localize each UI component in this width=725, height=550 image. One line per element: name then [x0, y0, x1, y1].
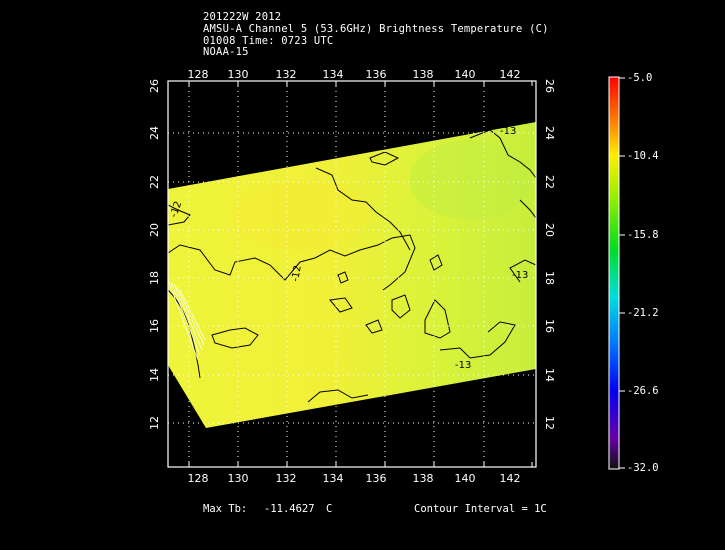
contour-label: -13	[500, 126, 516, 137]
lon-tick-bottom: 128	[188, 472, 209, 485]
lon-tick-bottom: 130	[228, 472, 249, 485]
lat-tick-left: 24	[148, 126, 161, 140]
lon-tick-bottom: 134	[323, 472, 344, 485]
lat-tick-left: 12	[148, 416, 161, 430]
lon-tick-top: 128	[188, 68, 209, 81]
lat-tick-right: 22	[543, 175, 556, 189]
lat-tick-right: 24	[543, 126, 556, 140]
lon-tick-top: 130	[228, 68, 249, 81]
lon-tick-top: 140	[455, 68, 476, 81]
lat-tick-left: 20	[148, 223, 161, 237]
lat-tick-right: 16	[543, 319, 556, 333]
map-frame	[167, 80, 537, 468]
lat-tick-right: 26	[543, 79, 556, 93]
lat-tick-right: 18	[543, 271, 556, 285]
title-line-4: NOAA-15	[203, 46, 249, 58]
lon-tick-top: 136	[366, 68, 387, 81]
lat-tick-left: 16	[148, 319, 161, 333]
lat-tick-left: 14	[148, 368, 161, 382]
lon-tick-top: 142	[500, 68, 521, 81]
lat-tick-right: 14	[543, 368, 556, 382]
colorbar-label: -32.0	[627, 462, 659, 474]
lat-tick-left: 26	[148, 79, 161, 93]
lon-tick-top: 134	[323, 68, 344, 81]
contour-label: -12	[290, 265, 304, 283]
lon-tick-bottom: 136	[366, 472, 387, 485]
lon-tick-bottom: 140	[455, 472, 476, 485]
lat-tick-right: 20	[543, 223, 556, 237]
max-tb-unit: C	[326, 503, 333, 515]
contour-label: -13	[455, 360, 471, 371]
lat-tick-left: 22	[148, 175, 161, 189]
lon-tick-bottom: 138	[413, 472, 434, 485]
contour-label: -13	[512, 270, 528, 281]
colorbar-label: -5.0	[627, 72, 653, 84]
colorbar-label: -26.6	[627, 385, 659, 397]
colorbar-label: -10.4	[627, 150, 659, 162]
colorbar	[608, 76, 620, 470]
contour-label: -12	[168, 200, 184, 219]
lon-tick-top: 132	[276, 68, 297, 81]
max-tb-label: Max Tb:	[203, 503, 248, 515]
title-line-3: 01008 Time: 0723 UTC	[203, 35, 334, 47]
max-tb-value: -11.4627	[264, 503, 315, 515]
title-line-2: AMSU-A Channel 5 (53.6GHz) Brightness Te…	[203, 23, 549, 35]
lon-tick-top: 138	[413, 68, 434, 81]
lat-tick-left: 18	[148, 271, 161, 285]
lat-tick-right: 12	[543, 416, 556, 430]
colorbar-label: -21.2	[627, 307, 659, 319]
contour-interval: Contour Interval = 1C	[414, 503, 547, 515]
title-line-1: 201222W 2012	[203, 11, 282, 23]
contour-lines	[168, 129, 536, 403]
colorbar-label: -15.8	[627, 229, 659, 241]
lon-tick-bottom: 132	[276, 472, 297, 485]
lon-tick-bottom: 142	[500, 472, 521, 485]
